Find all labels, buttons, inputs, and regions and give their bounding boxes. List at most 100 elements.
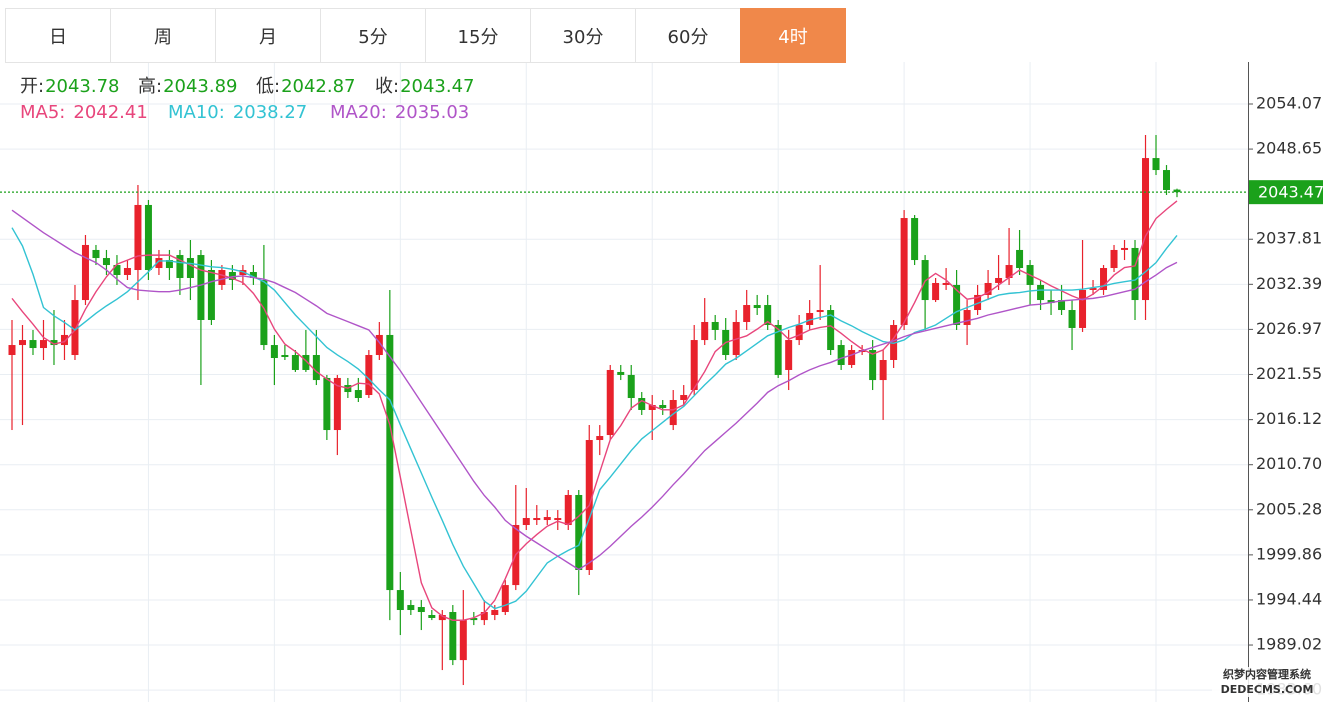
ma-line [11, 200, 1178, 621]
candle-body [953, 284, 961, 325]
ohlc-label: 高: [138, 76, 162, 97]
candle-body [60, 334, 68, 346]
candle-body [1110, 249, 1118, 269]
candle-body [354, 390, 362, 399]
candle-body [396, 590, 404, 611]
candle-body [218, 270, 226, 285]
ohlc-value: 2043.78 [45, 76, 119, 97]
candle-body [596, 436, 604, 441]
candle-body [29, 340, 37, 349]
legend-value: 2035.03 [395, 102, 469, 123]
candle-body [1173, 189, 1181, 193]
y-tick-label: 2010.70 [1256, 454, 1322, 473]
candle-body [92, 249, 100, 259]
period-tab[interactable]: 4时 [740, 8, 846, 63]
candle-body [459, 620, 467, 661]
candle-body [701, 321, 709, 341]
candle-body [806, 313, 814, 325]
candle-body [753, 305, 761, 309]
candle-body [543, 517, 551, 521]
candle-body [39, 340, 47, 349]
candle-body [1163, 170, 1171, 190]
candle-body [837, 345, 845, 365]
candle-body [900, 218, 908, 325]
candle-body [764, 305, 772, 325]
candle-body [533, 518, 541, 521]
y-tick-label: 2016.12 [1256, 409, 1322, 428]
candle-body [575, 494, 583, 571]
candle-body [1152, 158, 1160, 171]
ma-line [11, 209, 1178, 571]
candle-body [71, 300, 79, 356]
candle-body [1058, 300, 1066, 311]
candle-body [417, 607, 425, 613]
candle-body [617, 371, 625, 375]
candle-body [102, 258, 110, 266]
period-tab[interactable]: 15分 [425, 8, 530, 63]
ohlc-label: 低: [256, 76, 280, 97]
period-tab[interactable]: 日 [5, 8, 110, 63]
candle-body [144, 204, 152, 271]
candle-body [480, 612, 488, 621]
candle-body [501, 585, 509, 613]
candle-body [428, 615, 436, 618]
y-tick-label: 2032.39 [1256, 274, 1322, 293]
candle-body [386, 334, 394, 591]
y-tick-label: 2054.07 [1256, 94, 1322, 113]
candle-body [690, 340, 698, 391]
candle-body [165, 260, 173, 269]
candle-body [785, 340, 793, 370]
legend-name: MA20: [330, 102, 387, 123]
candle-body [816, 310, 824, 313]
legend-name: MA5: [20, 102, 65, 123]
candle-body [123, 268, 131, 276]
ohlc-value: 2043.47 [400, 76, 474, 97]
legend-value: 2042.41 [73, 102, 147, 123]
candle-body [197, 255, 205, 320]
candle-body [176, 255, 184, 278]
candle-body [1005, 265, 1013, 278]
candle-body [1131, 247, 1139, 301]
candle-body [963, 310, 971, 325]
period-tab[interactable]: 周 [110, 8, 215, 63]
candle-body [890, 324, 898, 361]
watermark: DEDECMS.COM [1221, 683, 1314, 696]
candle-body [774, 324, 782, 375]
candle-body [984, 282, 992, 295]
candle-body [1089, 287, 1097, 290]
candle-body [8, 345, 16, 356]
candle-body [921, 260, 929, 301]
candle-body [995, 277, 1003, 283]
period-tab[interactable]: 60分 [635, 8, 740, 63]
candle-body [491, 610, 499, 616]
period-tab[interactable]: 30分 [530, 8, 635, 63]
candle-body [438, 615, 446, 621]
candle-body [18, 340, 26, 346]
y-tick-label: 2021.55 [1256, 364, 1322, 383]
candle-body [648, 404, 656, 410]
period-tabs: 日周月 5分 15分 30分 60分 4时 [5, 8, 846, 63]
candle-body [1079, 289, 1087, 328]
candle-body [848, 350, 856, 365]
candle-body [1121, 247, 1129, 250]
y-tick-label: 2037.81 [1256, 229, 1322, 248]
candle-body [207, 270, 215, 320]
candle-body [869, 350, 877, 381]
candle-body [680, 395, 688, 401]
candle-body [911, 218, 919, 261]
candle-body [449, 612, 457, 661]
candle-body [564, 494, 572, 526]
candle-body [879, 360, 887, 381]
y-tick-label: 2026.97 [1256, 319, 1322, 338]
ohlc-label: 开: [20, 76, 44, 97]
period-tab[interactable]: 5分 [320, 8, 425, 63]
legend-name: MA10: [168, 102, 225, 123]
period-tab[interactable]: 月 [215, 8, 320, 63]
candle-body [270, 345, 278, 359]
candle-body [743, 305, 751, 322]
ohlc-value: 2043.89 [163, 76, 237, 97]
candle-body [375, 334, 383, 356]
candle-body [1047, 300, 1055, 304]
